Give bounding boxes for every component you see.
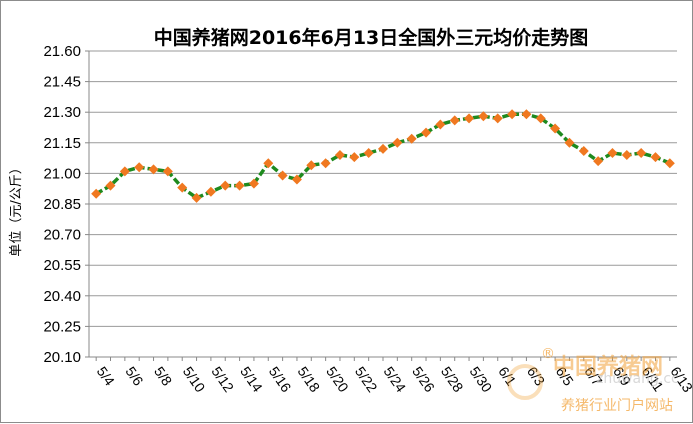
y-tick-label: 20.40 [43, 288, 81, 305]
data-point [449, 115, 460, 126]
data-point [320, 158, 331, 169]
data-point [234, 180, 245, 191]
data-point [134, 162, 145, 173]
watermark-logo-ring [507, 364, 543, 400]
y-tick-label: 20.55 [43, 257, 81, 274]
watermark-url: zhuwang.cc [596, 371, 679, 387]
y-tick-label: 20.70 [43, 227, 81, 244]
x-tick-label: 5/30 [467, 364, 496, 396]
data-point [220, 180, 231, 191]
data-point [535, 113, 546, 124]
data-point [478, 111, 489, 122]
series-price [91, 109, 675, 203]
x-tick-label: 5/22 [352, 364, 381, 396]
data-point [378, 143, 388, 154]
y-tick-label: 21.00 [43, 165, 81, 182]
y-tick-label: 20.10 [43, 349, 81, 366]
y-tick-label: 20.85 [43, 196, 81, 213]
data-point [392, 137, 403, 148]
data-point [177, 182, 188, 193]
data-point [349, 152, 360, 163]
data-point [119, 166, 130, 177]
x-tick-label: 5/12 [208, 364, 237, 396]
data-point [248, 178, 259, 189]
data-point [306, 160, 317, 171]
x-tick-label: 5/6 [122, 364, 146, 389]
axes [85, 50, 677, 361]
data-point [148, 164, 159, 175]
x-tick-label: 5/18 [294, 364, 323, 396]
y-tick-labels: 21.60 21.45 21.30 21.15 21.00 20.85 20.70 20.55… [43, 43, 81, 366]
watermark-brand: 中国养猪网 [553, 354, 663, 380]
data-point [421, 127, 432, 138]
data-point [334, 150, 345, 161]
data-point [621, 150, 632, 161]
data-point [105, 180, 116, 191]
y-axis-label: 单位（元/公斤） [9, 161, 24, 256]
x-tick-label: 5/26 [409, 364, 438, 396]
y-tick-label: 21.60 [43, 43, 81, 60]
data-point [521, 109, 532, 120]
x-tick-label: 5/24 [381, 364, 410, 396]
y-tick-label: 21.15 [43, 135, 81, 152]
data-point [263, 158, 274, 169]
data-point [91, 188, 102, 199]
data-point [464, 113, 475, 124]
x-tick-label: 5/10 [180, 364, 209, 396]
data-point [205, 186, 216, 197]
watermark-registered: ® [541, 346, 555, 362]
data-point [291, 174, 302, 185]
watermark-slogan: 养猪行业门户网站 [561, 397, 673, 414]
data-point [363, 148, 374, 158]
data-point [593, 156, 604, 167]
x-tick-label: 5/20 [323, 364, 352, 396]
y-tick-label: 20.25 [43, 318, 81, 335]
chart-title: 中国养猪网2016年6月13日全国外三元均价走势图 [154, 26, 589, 49]
data-point [550, 123, 561, 134]
watermark: ® 中国养猪网 zhuwang.cc 养猪行业门户网站 [507, 346, 679, 414]
data-point [607, 148, 618, 158]
x-tick-label: 5/28 [438, 364, 467, 396]
y-tick-label: 21.45 [43, 74, 81, 91]
data-point [277, 170, 288, 181]
data-point [492, 113, 503, 124]
x-tick-label: 5/8 [151, 364, 175, 389]
data-point [564, 137, 575, 148]
data-point [162, 166, 173, 177]
data-point [664, 158, 675, 169]
data-point [406, 133, 417, 144]
data-point [191, 192, 202, 203]
data-point [578, 145, 589, 156]
y-tick-label: 21.30 [43, 104, 81, 121]
grid-lines [89, 50, 677, 327]
x-tick-label: 5/14 [237, 364, 266, 396]
data-point [636, 148, 647, 158]
x-tick-label: 5/4 [94, 364, 118, 389]
x-tick-label: 5/16 [266, 364, 295, 396]
data-point [435, 119, 446, 130]
data-point [650, 152, 661, 163]
data-point [507, 109, 518, 120]
